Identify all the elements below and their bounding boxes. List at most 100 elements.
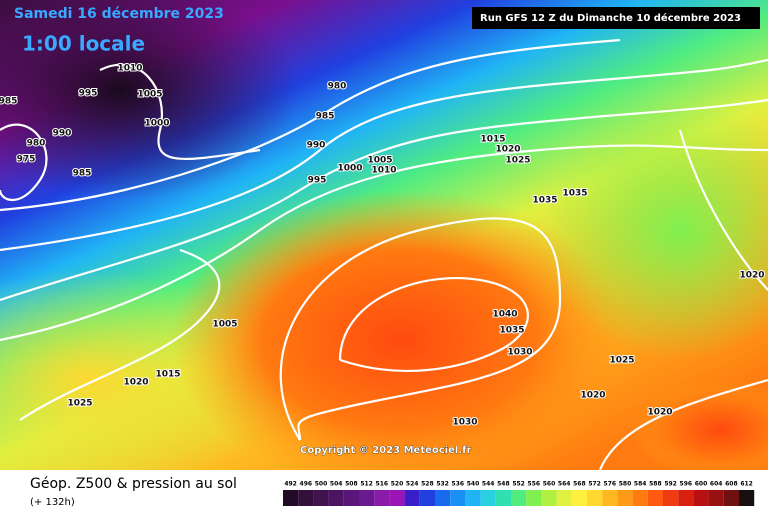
colorbar-label: 572 [588, 481, 601, 488]
colorbar-cell [678, 490, 694, 506]
isobar-label: 1020 [495, 145, 520, 155]
isobar-label: 1035 [562, 189, 587, 199]
colorbar-cell [587, 490, 603, 506]
colorbar-cell [723, 490, 739, 506]
lead-time: (+ 132h) [30, 497, 75, 508]
colorbar-cell [739, 490, 755, 506]
colorbar-cell [541, 490, 557, 506]
isobar-label: 1030 [452, 418, 477, 428]
colorbar-label: 512 [360, 481, 373, 488]
isobar-label: 1005 [137, 90, 162, 100]
isobar-label: 1005 [212, 320, 237, 330]
colorbar-cell [419, 490, 435, 506]
colorbar-label: 500 [315, 481, 328, 488]
colorbar-cell [465, 490, 481, 506]
isobar-label: 995 [308, 176, 327, 186]
isobar-label: 1020 [580, 391, 605, 401]
colorbar-label: 548 [497, 481, 510, 488]
isobar-label: 990 [53, 129, 72, 139]
isobar-label: 1020 [739, 271, 764, 281]
copyright: Copyright © 2023 Meteociel.fr [300, 445, 471, 456]
colorbar-cell [389, 490, 405, 506]
colorbar-label: 492 [284, 481, 297, 488]
colorbar-label: 584 [634, 481, 647, 488]
colorbar-label: 540 [467, 481, 480, 488]
colorbar-label: 504 [330, 481, 343, 488]
isobar-label: 1040 [492, 310, 517, 320]
colorbar-cell [511, 490, 527, 506]
isobar-label: 1000 [337, 164, 362, 174]
isobar-label: 1010 [371, 166, 396, 176]
colorbar-label: 592 [664, 481, 677, 488]
isobar-label: 985 [73, 169, 92, 179]
colorbar-cell [647, 490, 663, 506]
colorbar-label: 516 [376, 481, 389, 488]
colorbar-cell [617, 490, 633, 506]
isobar-label: 1000 [144, 119, 169, 129]
map-background [0, 0, 768, 490]
isobar-label: 1020 [647, 408, 672, 418]
colorbar-cell [450, 490, 466, 506]
colorbar-cell [374, 490, 390, 506]
colorbar-cell [283, 490, 299, 506]
isobar-label: 1030 [507, 348, 532, 358]
isobar-label: 1020 [123, 378, 148, 388]
isobars [0, 38, 768, 471]
colorbar-label: 524 [406, 481, 419, 488]
colorbar-label: 568 [573, 481, 586, 488]
colorbar-label: 496 [300, 481, 313, 488]
isobar-label: 1025 [505, 156, 530, 166]
colorbar-cell [602, 490, 618, 506]
isobar-label: 1035 [499, 326, 524, 336]
colorbar-cell [343, 490, 359, 506]
colorbar-label: 604 [710, 481, 723, 488]
colorbar-cell [435, 490, 451, 506]
colorbar-label: 588 [649, 481, 662, 488]
isobar-label: 990 [307, 141, 326, 151]
footer-title: Géop. Z500 & pression au sol [30, 476, 237, 492]
isobar-label: 980 [328, 82, 347, 92]
isobar-label: 1025 [609, 356, 634, 366]
colorbar-cell [298, 490, 314, 506]
colorbar-label: 612 [740, 481, 753, 488]
colorbar-label: 520 [391, 481, 404, 488]
date: Samedi 16 décembre 2023 [14, 6, 224, 22]
colorbar-cell [632, 490, 648, 506]
colorbar-label: 536 [452, 481, 465, 488]
isobar-label: 975 [17, 155, 36, 165]
isobar-label: 1015 [480, 135, 505, 145]
colorbar-label: 580 [619, 481, 632, 488]
colorbar-cell [495, 490, 511, 506]
colorbar-cell [313, 490, 329, 506]
colorbar-cell [404, 490, 420, 506]
isobar-label: 1025 [67, 399, 92, 409]
isobar-label: 1010 [117, 64, 142, 74]
colorbar-cell [708, 490, 724, 506]
colorbar-label: 600 [695, 481, 708, 488]
isobar-label: 985 [0, 97, 17, 107]
colorbar-cell [359, 490, 375, 506]
isobar-label: 1015 [155, 370, 180, 380]
isobar-label: 985 [316, 112, 335, 122]
colorbar: 492 496 500 504 508 512 516 520 524 528 532 536 540 5… [283, 481, 755, 506]
colorbar-label: 528 [421, 481, 434, 488]
colorbar-label: 556 [528, 481, 541, 488]
colorbar-label: 596 [680, 481, 693, 488]
isobar-label: 995 [79, 89, 98, 99]
colorbar-cell [556, 490, 572, 506]
colorbar-label: 508 [345, 481, 358, 488]
isobar-label: 1005 [367, 156, 392, 166]
run-box [472, 7, 760, 29]
isobar-label: 980 [27, 139, 46, 149]
time: 1:00 locale [22, 32, 145, 56]
colorbar-label: 564 [558, 481, 571, 488]
isobar-labels: 1010100510009959859909809759859809859909… [0, 63, 766, 429]
colorbar-label: 560 [543, 481, 556, 488]
run-info: Run GFS 12 Z du Dimanche 10 décembre 202… [480, 12, 741, 24]
colorbar-label: 532 [436, 481, 449, 488]
colorbar-cell [571, 490, 587, 506]
colorbar-cell [693, 490, 709, 506]
colorbar-label: 608 [725, 481, 738, 488]
colorbar-cell [663, 490, 679, 506]
